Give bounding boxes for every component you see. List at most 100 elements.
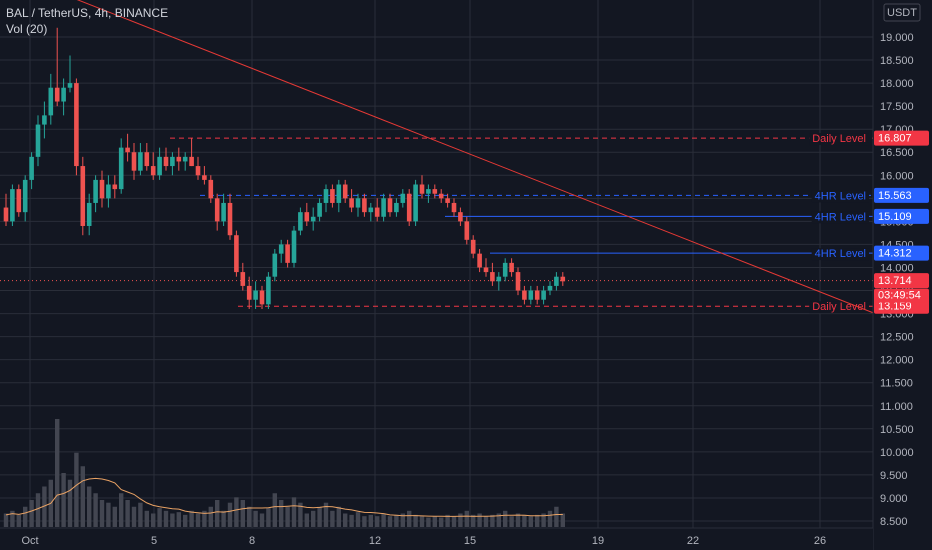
last-price-tag-text: 13.714: [878, 275, 912, 287]
level-price-tag: [874, 245, 929, 261]
candle-down: [176, 156, 182, 162]
candle-up: [502, 262, 508, 277]
volume-bar: [279, 500, 284, 527]
candle-down: [214, 198, 220, 222]
candle-up: [10, 189, 15, 222]
candle-up: [323, 189, 329, 203]
currency-badge[interactable]: [883, 3, 921, 22]
candle-up: [278, 244, 284, 254]
time-tick-label: 22: [687, 535, 699, 547]
volume-bar: [317, 506, 322, 527]
price-tick-label: 18.500: [880, 55, 914, 67]
volume-bar: [16, 514, 21, 527]
volume-bar: [432, 516, 437, 527]
candle-up: [400, 193, 406, 203]
candle-down: [304, 212, 310, 222]
level-label-bg: [811, 211, 869, 224]
level-label: 4HR Level: [815, 248, 866, 260]
candle-up: [310, 216, 316, 222]
level-label-bg: [809, 301, 869, 314]
price-tick-label: 18.000: [880, 78, 914, 90]
volume-bar: [240, 500, 245, 527]
volume-bar: [138, 502, 143, 527]
volume-bar: [355, 512, 361, 527]
volume-bar: [368, 514, 373, 527]
level-label-bg: [809, 133, 869, 146]
volume-bar: [183, 514, 188, 527]
volume-bar: [439, 517, 444, 527]
candle-up: [336, 184, 342, 203]
volume-bar: [157, 508, 162, 527]
time-tick-label: 19: [592, 535, 604, 547]
volume-bar: [560, 513, 565, 527]
volume-bar: [227, 502, 233, 527]
currency-badge-label: USDT: [887, 7, 917, 19]
volume-bar: [67, 479, 73, 527]
time-tick-label: 5: [151, 535, 157, 547]
candle-down: [458, 212, 463, 222]
candle-up: [394, 202, 399, 213]
volume-bar: [285, 506, 290, 527]
candle-down: [240, 272, 246, 286]
price-tick-label: 19.000: [880, 32, 914, 44]
candle-down: [195, 166, 201, 176]
candle-up: [291, 230, 297, 263]
descending-trendline: [76, 0, 932, 337]
level-price-tag: [874, 187, 929, 203]
volume-bar: [163, 510, 169, 527]
candle-up: [298, 212, 303, 231]
volume-bar: [259, 513, 265, 527]
level-label-bg: [811, 248, 869, 261]
candle-up: [272, 253, 278, 277]
volume-bar: [336, 506, 341, 527]
price-tick-label: 16.000: [880, 170, 914, 182]
volume-bar: [106, 502, 111, 527]
candle-down: [234, 235, 239, 273]
volume-bar: [547, 510, 553, 527]
level-label-bg: [811, 190, 869, 203]
candle-up: [355, 198, 361, 208]
volume-bar: [528, 516, 533, 527]
candle-up: [157, 156, 162, 176]
candle-up: [253, 290, 258, 300]
candle-up: [86, 202, 92, 226]
price-tick-label: 12.500: [880, 332, 914, 344]
volume-bar: [413, 514, 418, 527]
candle-up: [496, 276, 502, 282]
candle-down: [131, 152, 137, 171]
candle-down: [362, 198, 367, 213]
level-price-tag-text: 13.159: [878, 301, 912, 313]
time-tick-label: 12: [369, 535, 381, 547]
price-tick-label: 9.500: [880, 470, 908, 482]
candle-down: [54, 87, 60, 102]
candle-down: [150, 166, 156, 176]
candle-up: [182, 156, 188, 162]
time-axis[interactable]: Oct 5 8 12 15 19 22 26: [0, 527, 873, 550]
volume-bar: [483, 516, 489, 527]
volume-bar: [381, 513, 386, 527]
volume-bar: [74, 452, 79, 527]
volume-bar: [509, 516, 514, 527]
symbol-title[interactable]: BAL / TetherUS, 4h, BINANCE: [6, 6, 169, 20]
volume-bar: [362, 516, 367, 527]
volume-bar: [151, 513, 156, 527]
volume-bar: [99, 500, 105, 527]
volume-bar: [471, 514, 476, 527]
volume-indicator-label[interactable]: Vol (20): [6, 22, 48, 36]
trendline[interactable]: [32, 0, 932, 526]
volume-bar: [349, 514, 354, 527]
volume-bar: [189, 510, 194, 527]
volume-bar: [387, 516, 393, 527]
candle-up: [368, 207, 374, 213]
volume-bar: [247, 506, 252, 527]
volume-bar: [112, 506, 117, 527]
volume-bar: [87, 486, 92, 527]
volume-bar: [80, 466, 85, 527]
volume-bar: [266, 508, 271, 527]
volume-bar: [215, 500, 220, 527]
volume-bar: [195, 513, 201, 527]
volume-bar: [394, 514, 399, 527]
volume-bar: [304, 513, 309, 527]
